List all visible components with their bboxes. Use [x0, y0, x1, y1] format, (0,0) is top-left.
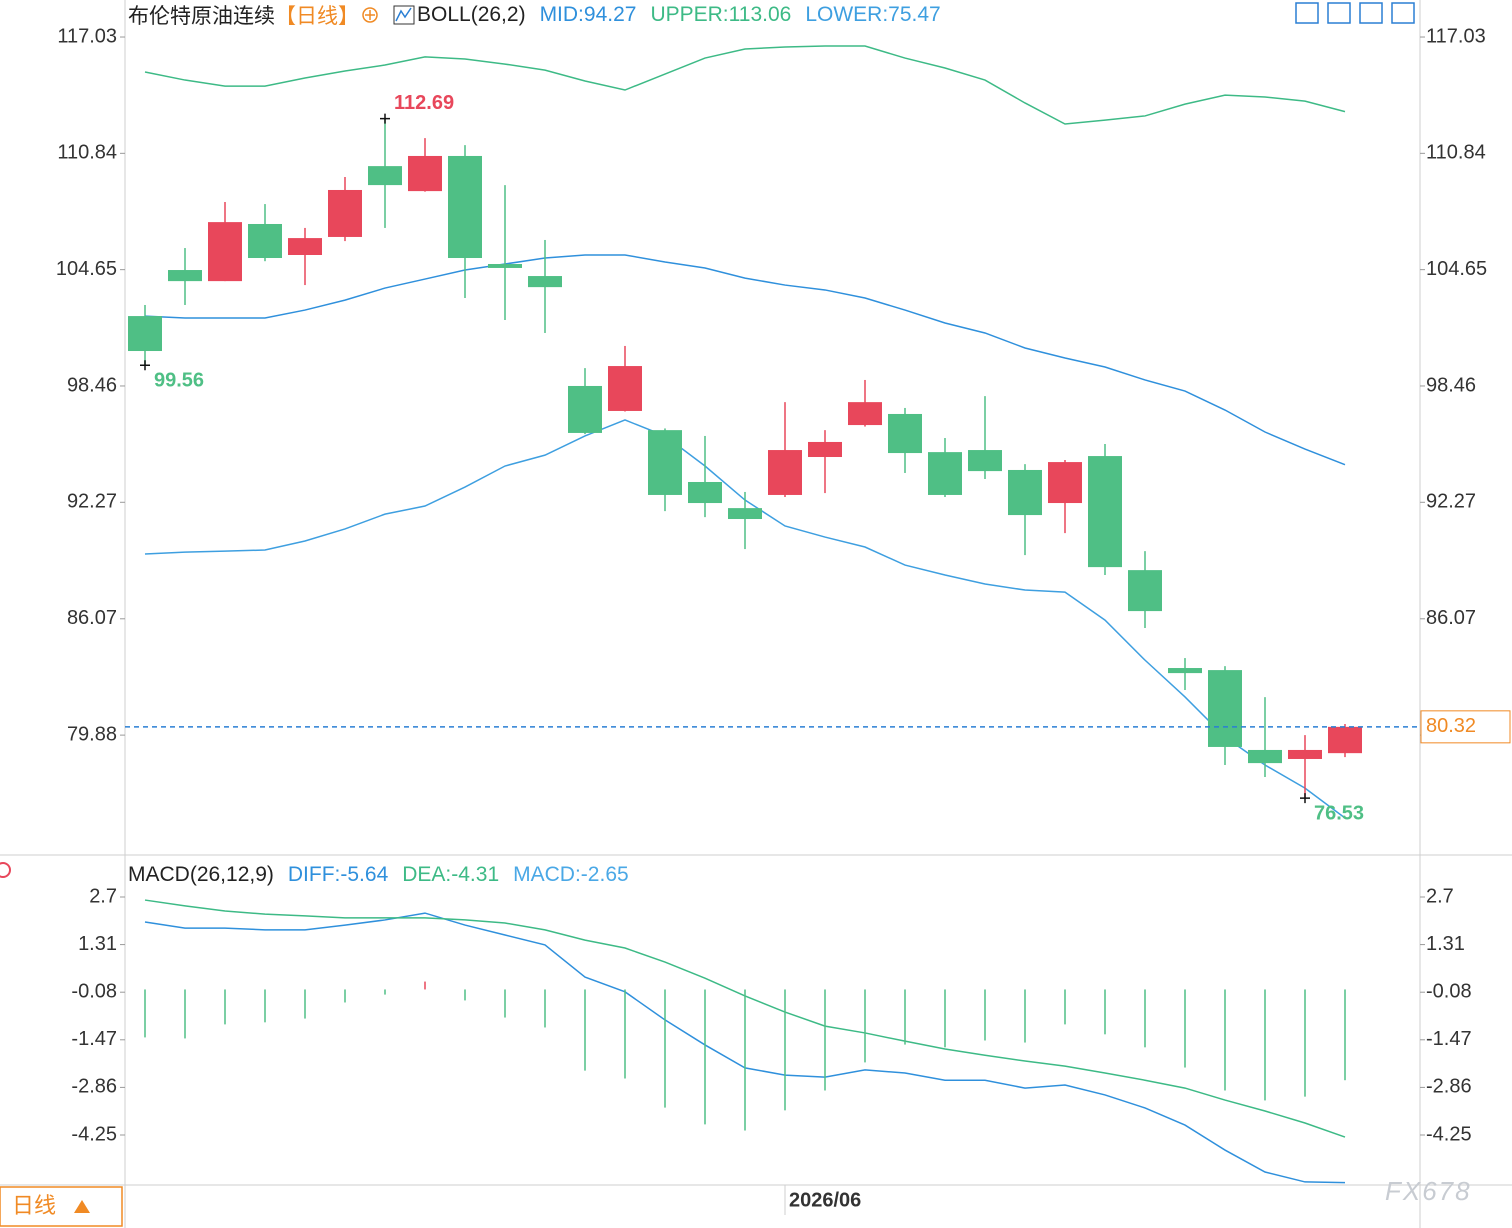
toolbar-icons[interactable]	[1295, 2, 1415, 24]
annotation-marker	[140, 360, 150, 371]
candle-body	[928, 452, 962, 495]
y-tick-label: 1.31	[78, 933, 117, 955]
legend-entry: LOWER:75.47	[805, 3, 941, 26]
indicator-line	[144, 419, 1346, 819]
icon[interactable]	[1327, 2, 1351, 24]
y-tick-label: 92.27	[67, 491, 117, 513]
y-tick-label: 110.84	[57, 142, 117, 164]
candle-body	[888, 413, 922, 454]
indicator-name: MACD(26,12,9)	[128, 863, 274, 886]
y-tick-label: 2.7	[1426, 885, 1454, 907]
indicator-name: BOLL(26,2)	[417, 3, 526, 26]
y-tick-label: 1.31	[1426, 933, 1465, 955]
candle-body	[1208, 670, 1242, 747]
annotation-marker	[1300, 793, 1310, 804]
candle-body	[808, 441, 842, 458]
indicator-line	[144, 45, 1346, 125]
y-tick-label: 79.88	[67, 723, 117, 745]
candle-body	[128, 316, 162, 352]
candle-body	[1128, 570, 1162, 612]
y-tick-label: -1.47	[1426, 1028, 1472, 1050]
candle-body	[688, 481, 722, 504]
candle-body	[768, 450, 802, 495]
icon[interactable]	[1295, 2, 1319, 24]
y-tick-label: -4.25	[1426, 1123, 1472, 1145]
candle-body	[248, 223, 282, 259]
chart-title: 布伦特原油连续	[128, 5, 275, 28]
y-tick-label: 104.65	[56, 258, 117, 280]
period-button[interactable]	[0, 1186, 123, 1227]
y-tick-label: 98.46	[1426, 374, 1476, 396]
y-tick-label: 86.07	[1426, 607, 1476, 629]
candle-body	[208, 222, 242, 282]
candle-body	[608, 366, 642, 411]
y-tick-label: 2.7	[89, 885, 117, 907]
candle-body	[728, 508, 762, 520]
y-tick-label: -4.25	[71, 1123, 117, 1145]
candle-body	[328, 189, 362, 237]
y-tick-label: 117.03	[1426, 25, 1486, 47]
y-tick-label: -1.47	[71, 1028, 117, 1050]
add-icon[interactable]	[361, 6, 379, 24]
candle-body	[1328, 726, 1362, 754]
legend-entry: UPPER:113.06	[650, 3, 792, 26]
candle-body	[648, 430, 682, 495]
panel-icon[interactable]	[0, 862, 11, 878]
y-tick-label: 86.07	[67, 607, 117, 629]
candle-body	[168, 270, 202, 282]
y-tick-label: -2.86	[1426, 1076, 1472, 1098]
icon[interactable]	[1359, 2, 1383, 24]
candle-body	[1088, 456, 1122, 568]
y-tick-label: 98.46	[67, 374, 117, 396]
annotation-label: 99.56	[154, 370, 204, 392]
candle-body	[528, 276, 562, 288]
candle-body	[488, 264, 522, 268]
last-price-box	[1420, 710, 1511, 744]
candle-body	[1008, 469, 1042, 516]
candle-body	[568, 385, 602, 433]
candle-body	[288, 238, 322, 255]
candle-body	[1288, 749, 1322, 759]
y-tick-label: -0.08	[71, 980, 117, 1002]
annotation-label: 112.69	[394, 92, 454, 114]
candle-body	[1248, 749, 1282, 764]
last-price-label: 80.32	[1426, 715, 1476, 737]
indicator-line	[144, 254, 1346, 466]
candle-body	[368, 166, 402, 186]
candle-body	[848, 402, 882, 426]
period-button-label[interactable]: 日线	[12, 1193, 56, 1218]
y-tick-label: 92.27	[1426, 491, 1476, 513]
icon[interactable]	[1391, 2, 1415, 24]
legend-entry: DEA:-4.31	[402, 863, 500, 886]
y-tick-label: -2.86	[71, 1076, 117, 1098]
y-tick-label: 117.03	[57, 25, 117, 47]
macd-header: MACD(26,12,9) DIFF:-5.64 DEA:-4.31 MACD:-2…	[128, 860, 629, 890]
period-button-arrow[interactable]	[74, 1200, 90, 1213]
main-header: 布伦特原油连续 【日线】 BOLL(26,2) MID:94.27 UPPER:1…	[128, 0, 941, 30]
x-tick-label: 2026/06	[789, 1189, 861, 1211]
icon[interactable]	[0, 862, 11, 878]
y-tick-label: 110.84	[1426, 142, 1486, 164]
annotation-marker	[380, 113, 390, 124]
annotation-label: 76.53	[1314, 802, 1364, 824]
candle-body	[408, 155, 442, 192]
period-label: 【日线】	[275, 5, 359, 28]
indicator-icon[interactable]	[393, 5, 415, 25]
y-tick-label: 104.65	[1426, 258, 1487, 280]
legend-entry: DIFF:-5.64	[287, 863, 389, 886]
candle-body	[448, 155, 482, 259]
candle-body	[1168, 668, 1202, 674]
legend-entry: MID:94.27	[539, 3, 637, 26]
candle-body	[968, 450, 1002, 472]
y-tick-label: -0.08	[1426, 980, 1472, 1002]
candle-body	[1048, 462, 1082, 504]
legend-entry: MACD:-2.65	[513, 863, 629, 886]
watermark: FX678	[1385, 1176, 1472, 1206]
